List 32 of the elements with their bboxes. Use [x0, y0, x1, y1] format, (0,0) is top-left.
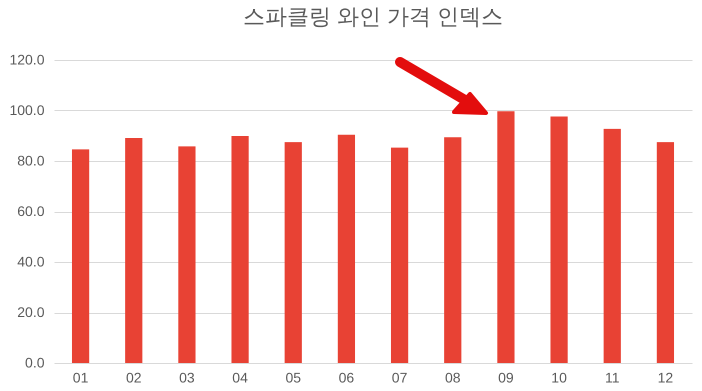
x-tick-label: 06: [338, 370, 354, 386]
bar: [656, 142, 674, 363]
bar: [497, 111, 515, 363]
bar: [338, 134, 356, 363]
x-tick-label: 11: [604, 370, 620, 386]
bar: [72, 149, 90, 363]
y-tick-label: 20.0: [17, 304, 45, 320]
x-tick-label: 08: [444, 370, 461, 386]
x-tick-label: 10: [551, 370, 568, 386]
x-tick-label: 03: [179, 370, 195, 386]
x-tick-label: 02: [126, 370, 142, 386]
bar: [550, 116, 568, 363]
chart-title: 스파클링 와인 가격 인덱스: [242, 4, 504, 29]
x-tick-label: 05: [285, 370, 302, 386]
y-tick-label: 0.0: [25, 354, 45, 370]
x-tick-label: 04: [232, 370, 248, 386]
x-tick-label: 07: [392, 370, 408, 386]
y-tick-label: 100.0: [9, 102, 45, 118]
x-tick-label: 09: [498, 370, 514, 386]
bar: [125, 138, 142, 363]
bar: [231, 136, 249, 363]
y-tick-label: 60.0: [17, 203, 45, 219]
bar: [284, 142, 302, 363]
x-tick-label: 01: [72, 370, 89, 386]
y-tick-label: 120.0: [9, 52, 45, 68]
bar: [604, 128, 621, 363]
bar: [444, 137, 462, 363]
bar: [390, 148, 408, 363]
y-tick-label: 80.0: [17, 152, 45, 168]
x-tick-label: 12: [658, 370, 674, 386]
y-tick-label: 40.0: [17, 254, 45, 270]
bar: [178, 146, 196, 363]
